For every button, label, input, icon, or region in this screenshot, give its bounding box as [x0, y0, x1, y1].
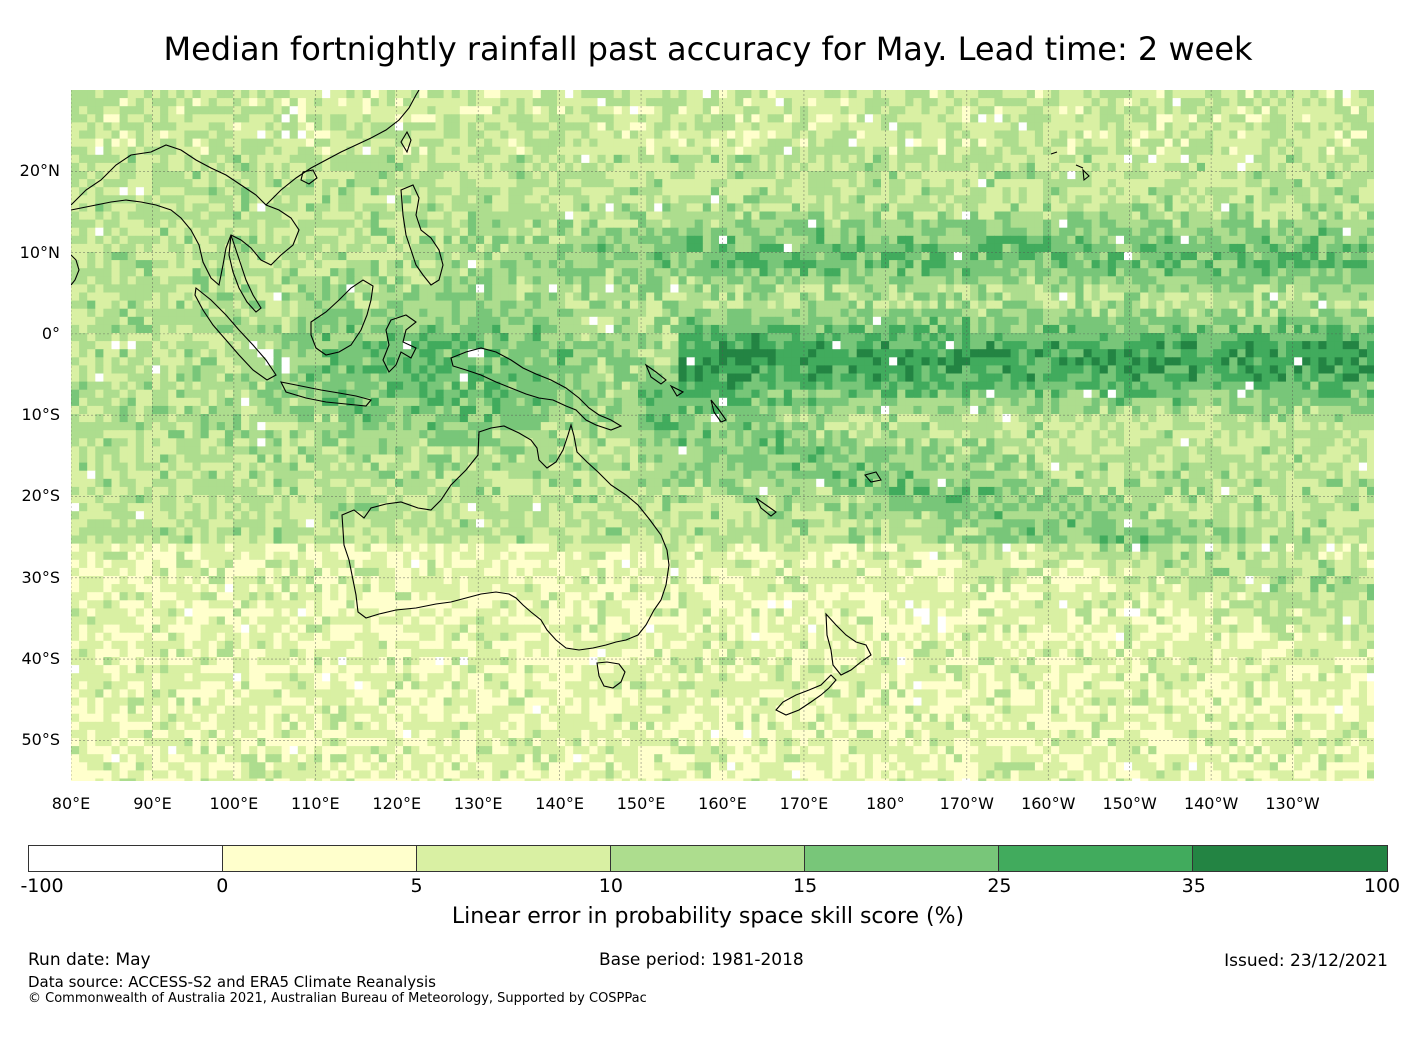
lon-label: 80°E — [51, 794, 91, 813]
coastline-borneo — [310, 279, 374, 356]
lon-label: 110°E — [290, 794, 340, 813]
colorbar-tick-label: -100 — [20, 875, 64, 897]
colorbar-tick-label: 0 — [216, 875, 229, 897]
coastline-nz-north — [825, 612, 872, 676]
skill-score-cells — [71, 90, 1374, 781]
lon-label: 150°W — [1102, 794, 1157, 813]
colorbar-tick-label: 25 — [987, 875, 1012, 897]
copyright: © Commonwealth of Australia 2021, Austra… — [28, 991, 647, 1006]
lon-label: 160°W — [1021, 794, 1076, 813]
coastline-china — [265, 90, 420, 206]
coastline-sulawesi — [382, 314, 417, 373]
map-gridlines — [71, 90, 1374, 781]
lat-label: 0° — [41, 323, 60, 343]
coastline-australia — [341, 423, 670, 651]
colorbar-segment — [999, 846, 1193, 871]
colorbar-segment — [29, 846, 223, 871]
coastline-india — [71, 254, 80, 286]
coastline-java — [280, 381, 372, 407]
data-source: Data source: ACCESS-S2 and ERA5 Climate … — [28, 973, 436, 991]
lon-label: 150°E — [616, 794, 666, 813]
coastline-malay-peninsula — [228, 234, 262, 313]
colorbar-label: Linear error in probability space skill … — [451, 904, 965, 929]
lon-label: 140°E — [535, 794, 584, 813]
lon-label: 170°E — [779, 794, 829, 813]
lon-label: 180° — [866, 794, 905, 813]
lon-label: 160°E — [698, 794, 747, 813]
colorbar-tick-label: 35 — [1181, 875, 1206, 897]
coastline-philippines — [400, 184, 444, 286]
coastline-nz-south — [775, 674, 837, 716]
colorbar-segment — [611, 846, 805, 871]
colorbar-segment — [1193, 846, 1387, 871]
lat-label: 10°S — [21, 405, 60, 425]
lat-label: 50°S — [21, 730, 60, 750]
coastline-new-caledonia — [755, 497, 777, 517]
lat-label: 20°S — [21, 486, 60, 506]
lat-label: 40°S — [21, 649, 60, 669]
colorbar-segment — [223, 846, 417, 871]
lat-label: 30°S — [21, 567, 60, 587]
base-period: Base period: 1981-2018 — [599, 950, 804, 970]
lon-label: 120°E — [372, 794, 422, 813]
lon-label: 170°W — [939, 794, 994, 813]
run-date: Run date: May — [28, 950, 151, 970]
colorbar-tick-label: 10 — [598, 875, 623, 897]
lon-label: 100°E — [209, 794, 259, 813]
lon-label: 140°W — [1183, 794, 1239, 813]
coastline-hawaii — [1050, 151, 1090, 182]
colorbar-tick-label: 15 — [793, 875, 818, 897]
coastline-vanuatu — [710, 399, 727, 423]
colorbar-segment — [805, 846, 999, 871]
coastline-new-guinea — [450, 347, 623, 431]
colorbar-tick-label: 100 — [1363, 875, 1401, 897]
map-title: Median fortnightly rainfall past accurac… — [163, 30, 1253, 68]
colorbar-tick-label: 5 — [410, 875, 423, 897]
colorbar — [28, 845, 1388, 872]
coastline-fiji — [864, 471, 882, 483]
coastline-hainan — [300, 169, 318, 185]
coastlines — [71, 90, 1090, 716]
lon-label: 90°E — [133, 794, 172, 813]
coastline-taiwan — [400, 130, 412, 154]
issued-date: Issued: 23/12/2021 — [1224, 951, 1388, 971]
coastline-sumatra — [194, 286, 277, 381]
coastline-tasmania — [596, 661, 626, 689]
lat-label: 20°N — [19, 161, 60, 181]
coastline-solomons — [644, 363, 685, 397]
skill-score-map — [71, 90, 1374, 781]
colorbar-segment — [417, 846, 611, 871]
lon-label: 130°E — [453, 794, 503, 813]
lat-label: 10°N — [19, 242, 60, 262]
lon-label: 130°W — [1265, 794, 1320, 813]
coastline-southeast-asia — [71, 144, 300, 287]
